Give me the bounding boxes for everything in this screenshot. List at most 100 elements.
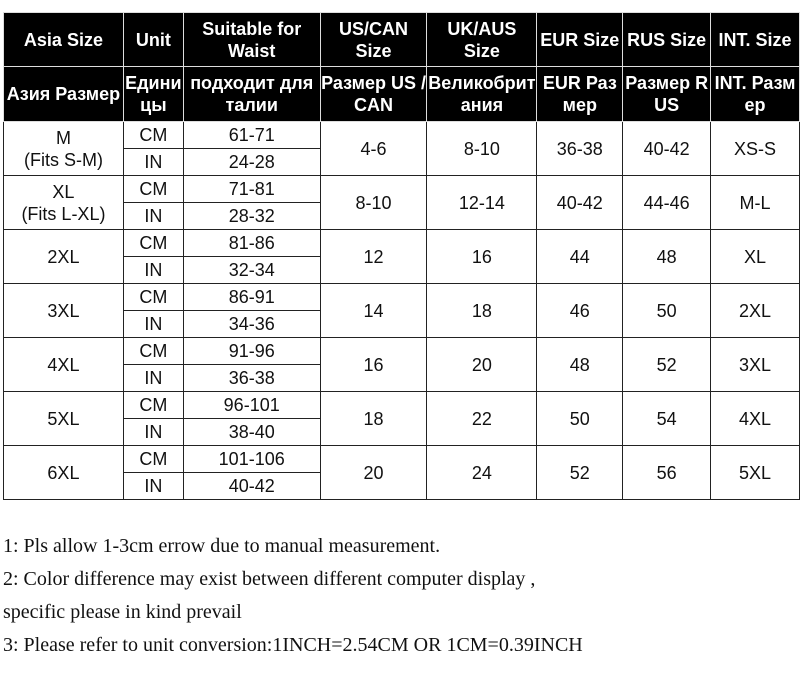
us-size: 8-10: [319, 175, 428, 230]
notes: 1: Pls allow 1-3cm errow due to manual m…: [3, 532, 583, 664]
header-row-english: Asia Size Unit Suitable for Waist US/CAN Si…: [3, 12, 800, 67]
unit-cm: CM: [122, 283, 184, 311]
waist-cm: 101-106: [182, 445, 321, 473]
asia-size-note: (Fits L-XL): [21, 203, 106, 224]
waist-cm: 81-86: [182, 229, 321, 257]
asia-size: M: [55, 127, 71, 148]
rus-size: 56: [622, 445, 712, 500]
header-en-1: Unit: [122, 12, 184, 67]
waist-in: 34-36: [182, 310, 321, 338]
header-en-3: US/CAN Size: [319, 12, 428, 67]
note-3: 3: Please refer to unit conversion:1INCH…: [3, 634, 583, 656]
header-ru-4: Великобритания: [426, 66, 538, 122]
us-size: 18: [319, 391, 428, 446]
header-en-7: INT. Size: [710, 12, 800, 67]
header-en-4: UK/AUS Size: [426, 12, 538, 67]
note-1: 1: Pls allow 1-3cm errow due to manual m…: [3, 535, 441, 557]
asia-size-cell: XL (Fits L-XL): [3, 175, 124, 230]
table-row-cm: 2XL CM 81-86 12 16 44 48 XL: [3, 229, 800, 284]
asia-size: 6XL: [47, 462, 80, 483]
waist-cm: 61-71: [182, 121, 321, 149]
header-row-russian: Азия Размер Единицы подходит для талии Разм…: [3, 66, 800, 122]
asia-size: 2XL: [47, 246, 80, 267]
waist-in: 38-40: [182, 418, 321, 446]
header-ru-6: Размер RUS: [622, 66, 712, 122]
asia-size-cell: 2XL: [3, 229, 124, 284]
rus-size: 40-42: [622, 121, 712, 176]
unit-cm: CM: [122, 391, 184, 419]
table-row-in: IN 38-40: [4, 418, 800, 446]
waist-in: 24-28: [182, 148, 321, 176]
int-size: M-L: [710, 175, 800, 230]
asia-size-cell: 4XL: [3, 337, 124, 392]
eur-size: 36-38: [536, 121, 624, 176]
header-en-5: EUR Size: [536, 12, 624, 67]
uk-size: 8-10: [426, 121, 538, 176]
header-ru-1: Единицы: [122, 66, 184, 122]
unit-cm: CM: [122, 337, 184, 365]
unit-in: IN: [122, 364, 184, 392]
eur-size: 46: [536, 283, 624, 338]
header-en-6: RUS Size: [622, 12, 712, 67]
asia-size-note: (Fits S-M): [23, 149, 103, 170]
unit-in: IN: [122, 310, 184, 338]
unit-in: IN: [122, 148, 184, 176]
table-row-in: IN 40-42: [4, 472, 800, 500]
unit-in: IN: [122, 256, 184, 284]
waist-in: 32-34: [182, 256, 321, 284]
table-row-in: IN 28-32: [4, 202, 800, 230]
rus-size: 54: [622, 391, 712, 446]
uk-size: 22: [426, 391, 538, 446]
note-2-cont: specific please in kind prevail: [3, 601, 242, 623]
waist-cm: 91-96: [182, 337, 321, 365]
unit-cm: CM: [122, 445, 184, 473]
table-row-cm: 4XL CM 91-96 16 20 48 52 3XL: [3, 337, 800, 392]
table-row-in: IN 34-36: [4, 310, 800, 338]
rus-size: 44-46: [622, 175, 712, 230]
asia-size: XL: [52, 181, 75, 202]
asia-size-cell: 3XL: [3, 283, 124, 338]
table-row-cm: M (Fits S-M) CM 61-71 4-6 8-10 36-38 40-42 XS-S: [3, 121, 800, 176]
asia-size-cell: M (Fits S-M): [3, 121, 124, 176]
int-size: XL: [710, 229, 800, 284]
header-ru-7: INT. Размер: [710, 66, 800, 122]
table-row-cm: 5XL CM 96-101 18 22 50 54 4XL: [3, 391, 800, 446]
us-size: 16: [319, 337, 428, 392]
waist-in: 36-38: [182, 364, 321, 392]
us-size: 12: [319, 229, 428, 284]
size-chart-table: Asia Size Unit Suitable for Waist US/CAN Si…: [3, 12, 800, 500]
rus-size: 52: [622, 337, 712, 392]
us-size: 20: [319, 445, 428, 500]
header-en-0: Asia Size: [3, 12, 124, 67]
unit-in: IN: [122, 472, 184, 500]
unit-cm: CM: [122, 229, 184, 257]
uk-size: 18: [426, 283, 538, 338]
int-size: 3XL: [710, 337, 800, 392]
table-row-cm: 3XL CM 86-91 14 18 46 50 2XL: [3, 283, 800, 338]
asia-size-cell: 5XL: [3, 391, 124, 446]
uk-size: 20: [426, 337, 538, 392]
header-ru-2: подходит для талии: [182, 66, 321, 122]
us-size: 4-6: [319, 121, 428, 176]
waist-cm: 86-91: [182, 283, 321, 311]
asia-size: 5XL: [47, 408, 80, 429]
waist-in: 28-32: [182, 202, 321, 230]
uk-size: 12-14: [426, 175, 538, 230]
eur-size: 44: [536, 229, 624, 284]
int-size: XS-S: [710, 121, 800, 176]
header-en-2: Suitable for Waist: [182, 12, 321, 67]
unit-in: IN: [122, 418, 184, 446]
note-2: 2: Color difference may exist between di…: [3, 568, 536, 590]
us-size: 14: [319, 283, 428, 338]
asia-size: 3XL: [47, 300, 80, 321]
unit-cm: CM: [122, 121, 184, 149]
table-row-cm: 6XL CM 101-106 20 24 52 56 5XL: [3, 445, 800, 500]
header-ru-3: Размер US / CAN: [319, 66, 428, 122]
table-row-in: IN 24-28: [4, 148, 800, 176]
asia-size: 4XL: [47, 354, 80, 375]
int-size: 2XL: [710, 283, 800, 338]
eur-size: 52: [536, 445, 624, 500]
rus-size: 50: [622, 283, 712, 338]
header-ru-0: Азия Размер: [3, 66, 124, 122]
table-row-in: IN 36-38: [4, 364, 800, 392]
